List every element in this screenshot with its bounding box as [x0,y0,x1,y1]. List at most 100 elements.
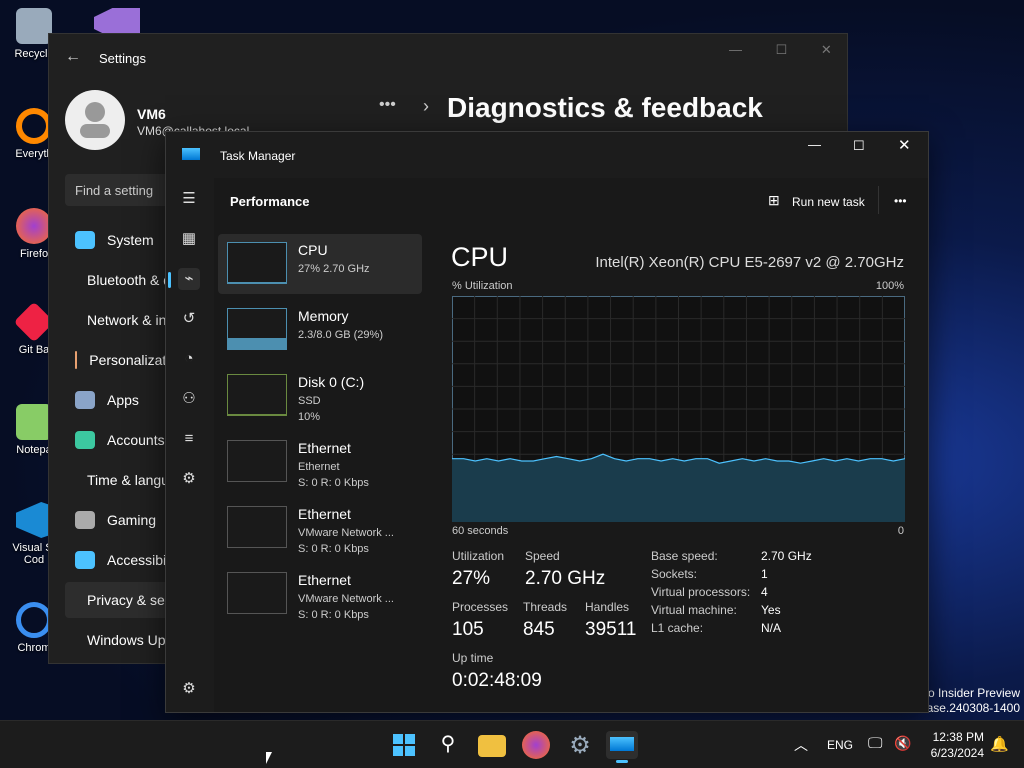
taskbar: ⚲ ⚙ ︿ ENG 🖵 🔇 12:38 PM 6/23/2024 🔔 [0,720,1024,768]
hamburger-menu-icon[interactable]: ☰ [182,190,196,207]
file-explorer-icon[interactable] [478,735,506,757]
insider-watermark: ro Insider Preview ease.240308-1400 [920,686,1020,716]
navigation-rail: ☰ ▦ ⌁ ↺ ◔ ⚇ ≡ ⚙ ⚙ [166,178,212,712]
resource-item[interactable]: Ethernet Ethernet S: 0 R: 0 Kbps [218,432,422,492]
notification-bell-icon[interactable]: 🔔 [990,736,1009,753]
settings-nav-label: Gaming [107,512,157,528]
mouse-cursor [266,752,272,764]
start-button[interactable] [390,731,418,759]
cpu-heading: CPU [451,242,509,272]
resource-name: Ethernet [298,572,351,588]
vscode-icon [16,502,52,538]
clock[interactable]: 12:38 PM 6/23/2024 [922,729,984,761]
resource-item[interactable]: Ethernet VMware Network ... S: 0 R: 0 Kbps [218,498,422,558]
graph-time-label: 60 seconds [452,525,509,537]
resource-item[interactable]: Ethernet VMware Network ... S: 0 R: 0 Kbps [218,564,422,624]
resource-item[interactable]: CPU 27% 2.70 GHz [218,234,422,294]
section-title: Performance [230,194,310,209]
avatar [65,90,125,150]
threads-label: Threads [523,600,568,614]
notepad-icon [16,404,52,440]
utilization-area [452,454,905,522]
resource-thumbnail [227,308,287,350]
settings-nav-item[interactable]: Network & internet [65,302,185,338]
window-controls[interactable]: — ☐ ✕ [729,42,832,57]
minimize-button[interactable]: — [808,137,821,152]
resource-detail: Ethernet [298,461,340,473]
settings-nav-label: Bluetooth & devices [87,272,185,288]
run-new-task-button[interactable]: Run new task [792,195,865,209]
utilization-value: 27% [452,568,491,589]
users-icon[interactable]: ⚇ [182,390,196,407]
chrome-icon [16,602,52,638]
resource-thumbnail [227,440,287,482]
settings-nav-item[interactable]: Accounts [65,422,185,458]
desktop-icon-firefox[interactable]: Firefo [4,208,64,260]
search-icon[interactable]: ⚲ [440,733,456,755]
task-manager-taskbar-icon[interactable] [606,731,638,763]
settings-nav-item[interactable]: Gaming [65,502,185,538]
recycle-bin-icon [16,8,52,44]
more-options-button[interactable]: ••• [894,194,907,208]
services-icon[interactable]: ⚙ [182,470,196,487]
spec-label: Base speed: [651,549,718,563]
everything-icon [16,108,52,144]
graph-max-label: 100% [875,280,904,292]
desktop-icon-notepad[interactable]: Notepa [4,404,64,456]
settings-nav-item[interactable]: Bluetooth & devices [65,262,185,298]
resource-thumbnail [227,572,287,614]
spec-label: Virtual machine: [651,603,737,617]
desktop-icon-recycle-bin[interactable]: Recycle [4,8,64,60]
spec-label: L1 cache: [651,621,704,635]
app-history-icon[interactable]: ↺ [182,310,196,327]
spec-label: Virtual processors: [651,585,751,599]
resource-item[interactable]: Disk 0 (C:) SSD 10% [218,366,422,426]
language-indicator[interactable]: ENG [827,738,854,752]
settings-nav-item[interactable]: Personalization [65,342,185,378]
settings-nav-label: Accessibility [107,552,184,568]
network-icon[interactable]: 🖵 [868,735,883,752]
resource-name: Disk 0 (C:) [298,374,365,390]
settings-nav-item[interactable]: Apps [65,382,185,418]
settings-nav-item[interactable]: Windows Update [65,622,185,658]
desktop-icon-label: Notepa [16,444,52,456]
settings-nav-label: Windows Update [87,632,185,648]
details-icon[interactable]: ≡ [184,430,194,447]
show-hidden-icons-chevron-icon[interactable]: ︿ [794,737,808,753]
firefox-taskbar-icon[interactable] [522,731,550,759]
resource-name: Memory [298,308,349,324]
settings-nav-item[interactable]: Accessibility [65,542,185,578]
settings-nav-icon [75,231,95,249]
settings-nav-icon [75,431,95,449]
settings-gear-icon[interactable]: ⚙ [182,680,196,697]
uptime-label: Up time [452,651,494,665]
performance-icon[interactable]: ⌁ [178,268,200,290]
startup-apps-icon[interactable]: ◔ [184,350,194,367]
desktop-icon-label: Firefo [19,248,49,260]
desktop-icon-git-bash[interactable]: Git Ba [4,301,64,356]
breadcrumb-more-button[interactable]: ••• [379,96,396,113]
resource-name: CPU [298,242,328,258]
settings-nav-item[interactable]: Time & language [65,462,185,498]
back-arrow-icon[interactable]: ← [65,48,81,65]
settings-taskbar-icon[interactable]: ⚙ [569,732,591,759]
settings-nav-item[interactable]: System [65,222,185,258]
spec-value: 4 [761,585,768,599]
utilization-label: Utilization [452,549,505,563]
resource-detail: 2.3/8.0 GB (29%) [298,329,383,341]
speed-label: Speed [525,549,560,563]
processes-label: Processes [452,600,509,614]
maximize-button[interactable]: ☐ [853,138,865,153]
desktop-icon-label: Git Ba [18,344,50,356]
resource-detail: VMware Network ... [298,593,394,605]
close-button[interactable]: ✕ [898,137,911,154]
spec-value: Yes [761,603,781,617]
resource-item[interactable]: Memory 2.3/8.0 GB (29%) [218,300,422,360]
divider [878,186,879,214]
settings-nav-icon [75,391,95,409]
run-new-task-icon: ⊞ [768,192,780,208]
handles-label: Handles [585,600,630,614]
threads-value: 845 [523,619,555,640]
volume-muted-icon[interactable]: 🔇 [894,735,912,751]
processes-icon[interactable]: ▦ [181,230,197,247]
